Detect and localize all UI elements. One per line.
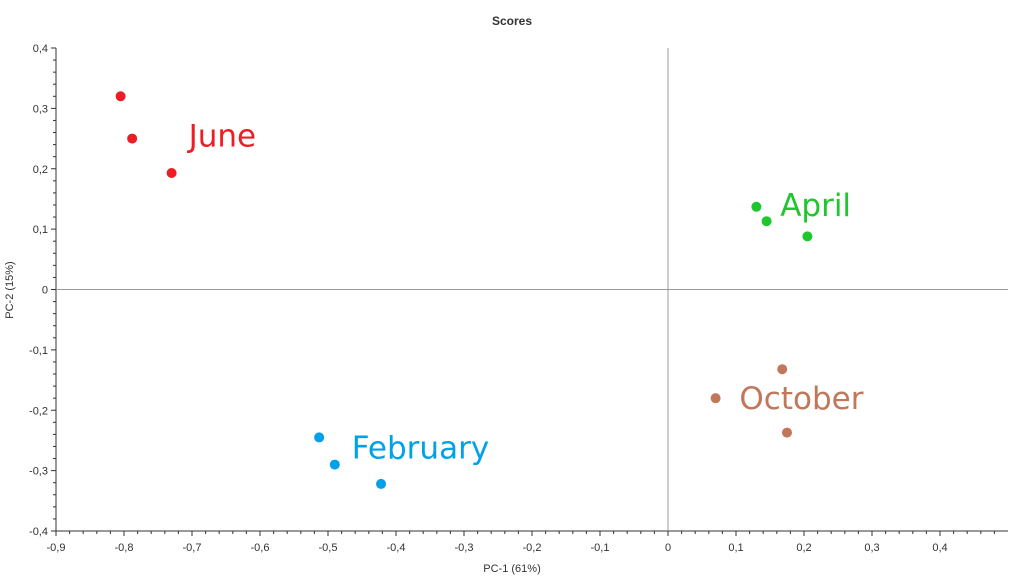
x-tick-label: -0,8 bbox=[115, 542, 134, 554]
x-tick-label: -0,5 bbox=[319, 542, 338, 554]
x-tick-label: -0,9 bbox=[47, 542, 66, 554]
y-tick-label: -0,1 bbox=[29, 345, 48, 357]
x-tick-label: 0,1 bbox=[728, 542, 743, 554]
point-february bbox=[314, 432, 325, 443]
y-tick-label: -0,4 bbox=[29, 526, 48, 538]
point-october bbox=[782, 427, 792, 438]
cluster-label-february: February bbox=[352, 431, 489, 467]
x-tick-label: 0 bbox=[665, 542, 671, 554]
x-tick-label: -0,6 bbox=[251, 542, 270, 554]
x-axis-label: PC-1 (61%) bbox=[483, 563, 540, 575]
y-tick-label: -0,2 bbox=[29, 405, 48, 417]
point-june bbox=[127, 133, 138, 144]
x-tick-label: -0,1 bbox=[591, 542, 610, 554]
cluster-label-october: October bbox=[739, 381, 863, 417]
cluster-label-june: June bbox=[187, 119, 257, 155]
point-february bbox=[329, 459, 340, 470]
point-february bbox=[376, 478, 387, 489]
x-tick-label: -0,4 bbox=[387, 542, 406, 554]
x-tick-label: 0,3 bbox=[864, 542, 879, 554]
axes: -0,9 -0,8 -0,7 -0,6 -0,5 -0,4 -0,3 -0,2 -0,1 0 0,1… bbox=[29, 43, 1008, 554]
y-tick-label: 0,3 bbox=[33, 103, 48, 115]
y-tick-label: 0 bbox=[42, 285, 48, 297]
point-april bbox=[761, 216, 772, 227]
x-tick-label: -0,3 bbox=[455, 542, 474, 554]
point-june bbox=[115, 91, 126, 102]
y-axis-label: PC-2 (15%) bbox=[4, 261, 16, 318]
point-april bbox=[802, 231, 813, 242]
x-tick-label: -0,2 bbox=[523, 542, 542, 554]
point-april bbox=[751, 201, 762, 212]
y-tick-label: 0,2 bbox=[33, 164, 48, 176]
point-october bbox=[777, 364, 788, 375]
chart-title: Scores bbox=[492, 14, 532, 28]
point-october bbox=[710, 393, 721, 404]
y-tick-label: -0,3 bbox=[29, 466, 48, 478]
point-june bbox=[166, 167, 177, 178]
x-tick-label: -0,7 bbox=[183, 542, 202, 554]
cluster-labels: June April October February bbox=[187, 119, 864, 467]
y-tick-label: 0,4 bbox=[33, 43, 48, 55]
x-tick-label: 0,4 bbox=[932, 542, 947, 554]
data-points bbox=[115, 91, 813, 489]
cluster-label-april: April bbox=[780, 188, 851, 224]
y-tick-label: 0,1 bbox=[33, 224, 48, 236]
x-tick-label: 0,2 bbox=[796, 542, 811, 554]
